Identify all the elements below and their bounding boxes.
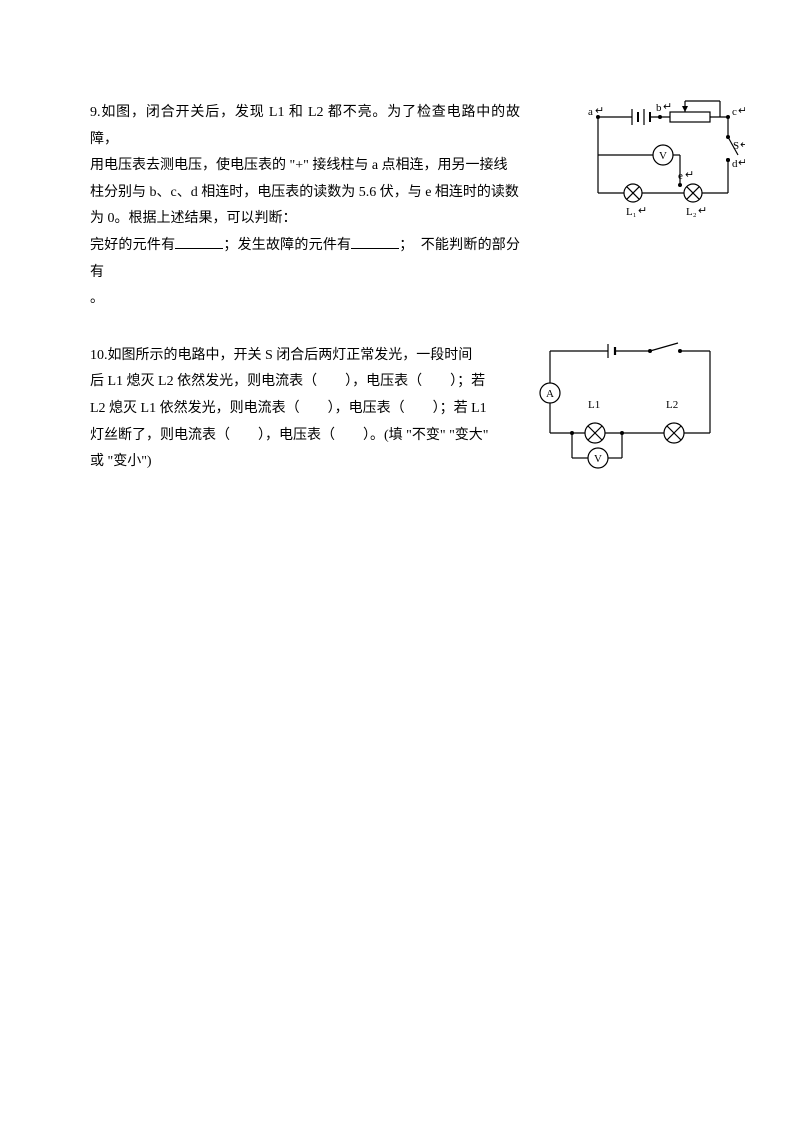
svg-text:↵: ↵ xyxy=(738,157,745,169)
svg-text:↵: ↵ xyxy=(595,105,604,117)
svg-text:↵: ↵ xyxy=(663,101,672,113)
q10-l3: L2 熄灭 L1 依然发光，则电流表（ ），电压表（ ）；若 L1 xyxy=(90,401,487,416)
label-a-meter: A xyxy=(546,388,554,400)
problem-10: 10.如图所示的电路中，开关 S 闭合后两灯正常发光，一段时间 后 L1 熄灭 … xyxy=(90,343,710,476)
svg-text:↵: ↵ xyxy=(638,205,647,217)
q9-l3: 柱分别与 b、c、d 相连时，电压表的读数为 5.6 伏，与 e 相连时的读数 xyxy=(90,185,519,200)
q9-l1: 如图，闭合开关后，发现 L1 和 L2 都不亮。为了检查电路中的故障， xyxy=(90,105,520,147)
svg-text:↵: ↵ xyxy=(740,139,745,151)
label-a: a xyxy=(588,106,593,118)
problem-10-text: 10.如图所示的电路中，开关 S 闭合后两灯正常发光，一段时间 后 L1 熄灭 … xyxy=(90,343,490,476)
problem-9-figure: a ↵ b ↵ c ↵ S ↵ d ↵ e ↵ V L₁ ↵ L₂ ↵ xyxy=(580,95,745,225)
blank xyxy=(351,234,399,249)
label-c: c xyxy=(732,106,737,118)
problem-10-figure: A V xyxy=(530,333,730,473)
svg-text:↵: ↵ xyxy=(685,169,694,181)
label-b: b xyxy=(656,102,662,114)
q9-l5a: 完好的元件有 xyxy=(90,238,175,253)
label-l2: L2 xyxy=(666,399,678,411)
blank xyxy=(175,234,223,249)
label-v: V xyxy=(659,150,667,162)
q10-l4: 灯丝断了，则电流表（ ），电压表（ ）。(填 "不变" "变大" xyxy=(90,428,489,443)
q10-l2: 后 L1 熄灭 L2 依然发光，则电流表（ ），电压表（ ）；若 xyxy=(90,374,485,389)
problem-9: 9.如图，闭合开关后，发现 L1 和 L2 都不亮。为了检查电路中的故障， 用电… xyxy=(90,100,710,313)
label-v-meter: V xyxy=(594,453,602,465)
q9-l6: 。 xyxy=(90,291,104,306)
q9-l2: 用电压表去测电压，使电压表的 "+" 接线柱与 a 点相连，用另一接线 xyxy=(90,158,508,173)
q10-l1: 如图所示的电路中，开关 S 闭合后两灯正常发光，一段时间 xyxy=(108,348,473,363)
problem-9-text: 9.如图，闭合开关后，发现 L1 和 L2 都不亮。为了检查电路中的故障， 用电… xyxy=(90,100,520,313)
svg-text:↵: ↵ xyxy=(738,105,745,117)
q9-l4: 为 0。根据上述结果，可以判断： xyxy=(90,211,297,226)
q9-l5b: ；发生故障的元件有 xyxy=(223,238,351,253)
label-l1: L1 xyxy=(588,399,600,411)
page: 9.如图，闭合开关后，发现 L1 和 L2 都不亮。为了检查电路中的故障， 用电… xyxy=(0,0,800,1132)
label-s: S xyxy=(733,140,739,152)
q9-number: 9. xyxy=(90,105,101,120)
q10-number: 10. xyxy=(90,348,108,363)
q10-l5: 或 "变小") xyxy=(90,454,152,469)
label-l1: L₁ xyxy=(626,206,637,218)
label-l2: L₂ xyxy=(686,206,697,218)
svg-text:↵: ↵ xyxy=(698,205,707,217)
label-e: e xyxy=(678,170,683,182)
